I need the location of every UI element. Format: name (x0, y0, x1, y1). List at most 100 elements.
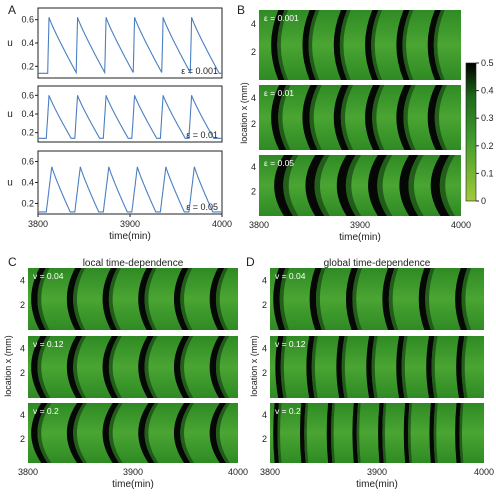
subplot-label: v = 0.2 (33, 406, 59, 416)
wave-tail (280, 336, 287, 398)
heatmap-subplot: 4 2 v = 0.12 (262, 336, 484, 398)
wave-front (403, 403, 410, 463)
heatmap-subplot: 4 2 v = 0.12 (20, 336, 238, 398)
panel-a-subplot: 0.6 0.4 0.2 u ε = 0.001 (7, 7, 223, 79)
wave-front (399, 155, 419, 216)
wave-tail (180, 403, 195, 463)
wave-front (382, 268, 395, 330)
y-tick-label: 4 (262, 275, 267, 285)
y-tick-label: 0.6 (21, 157, 34, 167)
wave-front (273, 403, 279, 463)
y-axis-label: location x (mm) (249, 335, 259, 397)
wave-front (455, 268, 468, 330)
y-axis-label: location x (mm) (3, 335, 13, 397)
wave-tail (37, 268, 50, 330)
wave-front (302, 85, 318, 150)
wave-tail (37, 336, 51, 398)
wave-tail (371, 336, 378, 398)
wave-front (326, 403, 333, 463)
x-tick-label: 3900 (123, 467, 143, 477)
wave-front (427, 10, 442, 80)
y-tick-label: 0.2 (21, 128, 34, 138)
wave-tail (388, 268, 399, 330)
subplot-label: v = 0.2 (275, 406, 301, 416)
wave-front (271, 85, 287, 150)
wave-tail (356, 403, 361, 463)
heatmap-subplot: 4 2 v = 0.2 (20, 403, 238, 463)
panel-a-subplot: 0.6 0.4 0.2 u ε = 0.01 (7, 85, 223, 143)
wave-front (306, 336, 315, 398)
x-tick-label: 4000 (212, 219, 232, 229)
wave-front (31, 403, 48, 463)
series-line (38, 95, 222, 139)
heatmap-background (259, 10, 461, 80)
wave-front (66, 268, 82, 330)
wave-front (346, 268, 359, 330)
panel-letter-b: B (237, 3, 245, 17)
subplot-label: v = 0.04 (275, 271, 306, 281)
wave-front (275, 336, 284, 398)
subplot-label: ε = 0.01 (186, 130, 218, 140)
y-tick-label: 2 (251, 187, 256, 197)
wave-front (138, 268, 153, 330)
colorbar (465, 62, 477, 202)
y-axis-label: location x (mm) (239, 82, 249, 144)
wave-front (333, 85, 349, 150)
wave-tail (308, 10, 320, 80)
y-tick-label: 2 (20, 434, 25, 444)
wave-tail (433, 403, 438, 463)
y-tick-label: 2 (262, 300, 267, 310)
x-tick-label: 4000 (474, 467, 494, 477)
wave-tail (461, 268, 472, 330)
x-tick-label: 3800 (28, 219, 48, 229)
heatmap-background (270, 336, 484, 398)
subplot-label: v = 0.12 (33, 339, 64, 349)
subplot-label: ε = 0.001 (181, 66, 218, 76)
y-tick-label: 4 (20, 410, 25, 420)
wave-tail (108, 336, 122, 398)
panel-letter-a: A (8, 3, 16, 17)
wave-front (418, 268, 431, 330)
x-tick-label: 3900 (367, 467, 387, 477)
wave-front (456, 336, 465, 398)
wave-front (430, 155, 450, 216)
wave-tail (402, 10, 414, 80)
heatmap-background (28, 403, 238, 463)
wave-front (336, 336, 345, 398)
wave-tail (439, 155, 456, 216)
wave-front (429, 403, 436, 463)
wave-tail (431, 336, 438, 398)
y-axis-label: u (7, 38, 13, 49)
wave-bands (273, 268, 472, 330)
heatmap-background (270, 268, 484, 330)
wave-front (174, 336, 190, 398)
heatmap-subplot: 4 2 ε = 0.05 (251, 155, 461, 216)
wave-front (274, 155, 294, 216)
wave-front (273, 268, 286, 330)
wave-bands (273, 403, 464, 463)
wave-front (352, 403, 359, 463)
wave-tail (37, 403, 52, 463)
wave-tail (180, 268, 193, 330)
wave-tail (277, 10, 289, 80)
wave-tail (311, 336, 318, 398)
wave-bands (31, 336, 230, 398)
wave-front (66, 403, 84, 463)
wave-tail (401, 336, 408, 398)
wave-tail (216, 268, 229, 330)
y-tick-label: 0.6 (21, 90, 34, 100)
y-tick-label: 4 (251, 162, 256, 172)
wave-front (365, 85, 381, 150)
wave-tail (425, 268, 435, 330)
x-tick-label: 4000 (228, 467, 248, 477)
y-axis-label: u (7, 109, 13, 120)
wave-tail (73, 336, 87, 398)
wave-front (174, 268, 189, 330)
wave-tail (433, 10, 445, 80)
wave-tail (216, 336, 230, 398)
series-line (38, 17, 222, 75)
heatmap-subplot: 4 2 ε = 0.001 (251, 10, 461, 80)
wave-front (366, 336, 375, 398)
plot-frame (37, 85, 223, 143)
wave-tail (461, 336, 468, 398)
